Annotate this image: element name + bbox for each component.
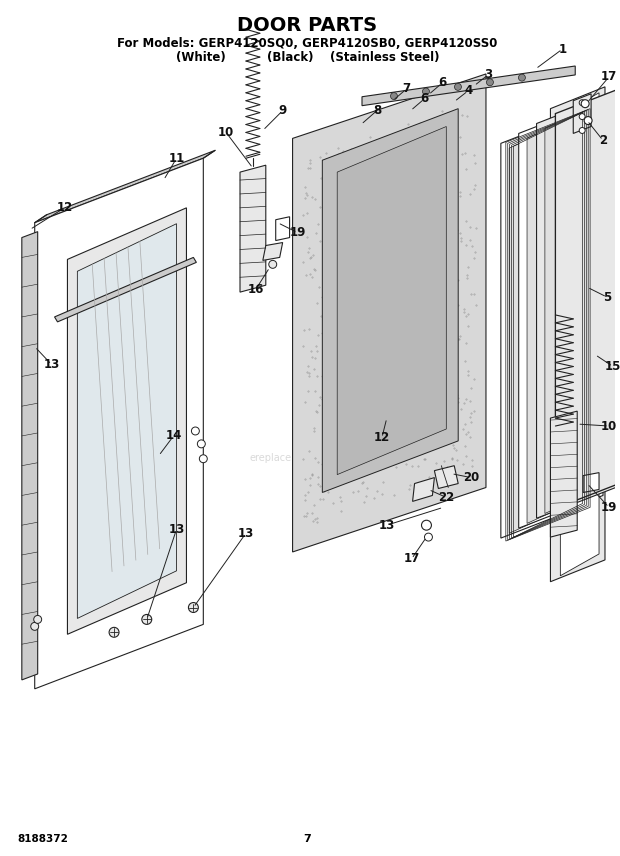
Text: 13: 13	[379, 519, 395, 532]
Text: 17: 17	[404, 552, 420, 566]
Polygon shape	[545, 96, 618, 514]
Text: 8: 8	[373, 104, 381, 117]
Polygon shape	[435, 466, 458, 489]
Circle shape	[422, 88, 430, 95]
Circle shape	[425, 533, 432, 541]
Polygon shape	[509, 116, 582, 533]
Polygon shape	[35, 158, 203, 689]
Circle shape	[584, 116, 592, 124]
Polygon shape	[293, 74, 486, 552]
Text: 15: 15	[604, 360, 620, 373]
Text: 10: 10	[218, 126, 234, 139]
Text: 10: 10	[601, 419, 617, 432]
Polygon shape	[55, 258, 197, 322]
Text: 12: 12	[56, 201, 73, 214]
Text: 13: 13	[169, 523, 185, 536]
Polygon shape	[574, 94, 591, 134]
Polygon shape	[583, 473, 599, 492]
Circle shape	[391, 92, 397, 99]
Text: 22: 22	[438, 491, 454, 504]
Text: 13: 13	[238, 526, 254, 539]
Text: 2: 2	[599, 134, 607, 147]
Text: (White)          (Black)    (Stainless Steel): (White) (Black) (Stainless Steel)	[175, 51, 439, 63]
Circle shape	[192, 427, 200, 435]
Circle shape	[579, 99, 585, 105]
Text: DOOR PARTS: DOOR PARTS	[237, 16, 378, 35]
Circle shape	[579, 114, 585, 120]
Text: 11: 11	[169, 152, 185, 164]
Circle shape	[581, 99, 589, 108]
Polygon shape	[22, 232, 38, 680]
Text: 8188372: 8188372	[18, 834, 69, 844]
Circle shape	[487, 79, 494, 86]
Text: 3: 3	[484, 68, 492, 81]
Text: 4: 4	[464, 84, 472, 98]
Text: For Models: GERP4120SQ0, GERP4120SB0, GERP4120SS0: For Models: GERP4120SQ0, GERP4120SB0, GE…	[117, 37, 498, 50]
Polygon shape	[240, 165, 266, 292]
Polygon shape	[263, 242, 283, 260]
Polygon shape	[337, 127, 446, 474]
Polygon shape	[412, 478, 435, 502]
Text: 13: 13	[43, 358, 60, 371]
Polygon shape	[276, 217, 290, 241]
Circle shape	[33, 615, 42, 623]
Circle shape	[579, 128, 585, 134]
Polygon shape	[551, 411, 577, 537]
Text: 14: 14	[166, 430, 182, 443]
Polygon shape	[560, 92, 599, 576]
Polygon shape	[322, 109, 458, 492]
Text: 16: 16	[248, 282, 264, 295]
Polygon shape	[519, 101, 603, 528]
Circle shape	[109, 627, 119, 637]
Text: 20: 20	[463, 471, 479, 484]
Circle shape	[188, 603, 198, 613]
Text: 17: 17	[601, 70, 617, 83]
Circle shape	[518, 74, 525, 81]
Text: 5: 5	[603, 290, 611, 304]
Circle shape	[200, 455, 207, 463]
Text: 1: 1	[558, 43, 567, 56]
Text: 19: 19	[601, 501, 617, 514]
Text: 6: 6	[438, 76, 446, 89]
Text: 6: 6	[420, 92, 428, 105]
Polygon shape	[527, 105, 600, 523]
Text: 7: 7	[402, 82, 410, 95]
Polygon shape	[78, 223, 177, 618]
Polygon shape	[556, 80, 620, 508]
Polygon shape	[501, 110, 585, 538]
Polygon shape	[35, 151, 215, 223]
Text: 7: 7	[304, 834, 311, 844]
Circle shape	[197, 440, 205, 448]
Circle shape	[142, 615, 152, 624]
Text: 12: 12	[374, 431, 390, 444]
Polygon shape	[536, 91, 620, 518]
Polygon shape	[362, 66, 575, 105]
Text: 9: 9	[278, 104, 287, 117]
Polygon shape	[68, 208, 187, 634]
Polygon shape	[551, 86, 605, 582]
Text: ereplacementparts.com: ereplacementparts.com	[249, 453, 366, 463]
Circle shape	[422, 520, 432, 530]
Circle shape	[269, 260, 277, 268]
Circle shape	[31, 622, 38, 630]
Circle shape	[454, 83, 461, 91]
Text: 19: 19	[290, 226, 306, 239]
